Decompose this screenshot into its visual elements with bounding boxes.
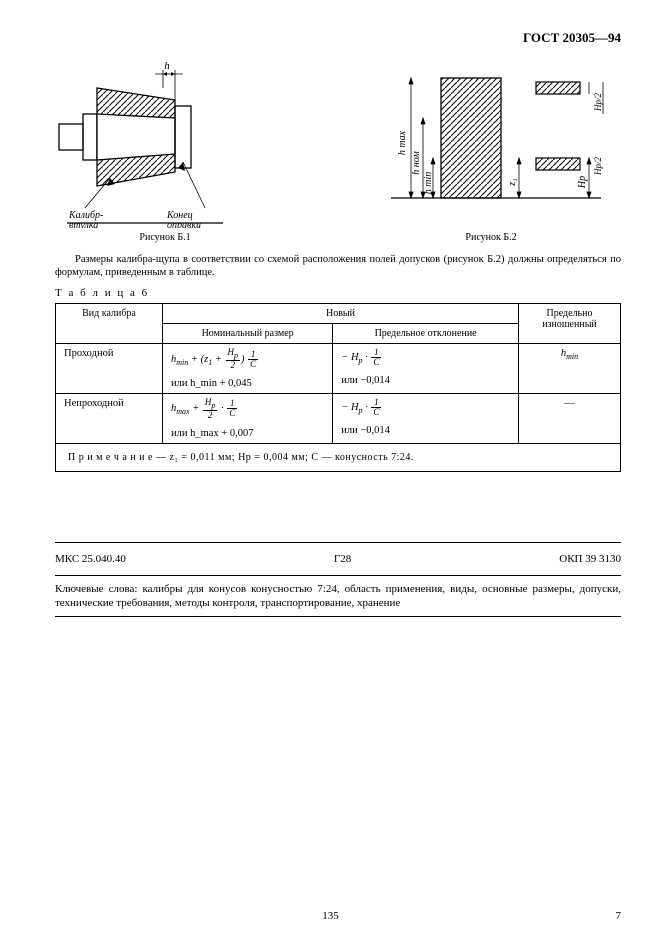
standard-header: ГОСТ 20305—94 (55, 30, 621, 46)
table-note-text: П р и м е ч а н и е — z₁ = 0,011 мм; Hр … (68, 452, 414, 463)
figure-b2: h max h ном h min z₁ Hр Hр/2 Hр/2 (361, 58, 621, 243)
table-note: П р и м е ч а н и е — z₁ = 0,011 мм; Hр … (56, 443, 621, 471)
fig1-label-konets: Конецоправки (166, 210, 201, 228)
tolerance-table: Вид калибра Новый Предельно изношенный Н… (55, 303, 621, 472)
th-deviation: Предельное отклонение (333, 324, 519, 344)
th-kind: Вид калибра (56, 304, 163, 344)
intro-paragraph: Размеры калибра-щупа в соответствии со с… (55, 253, 621, 279)
table-row: Проходной hmin + (z1 + Hр2) 1C или h_min… (56, 344, 621, 394)
table-title: Т а б л и ц а 6 (55, 287, 621, 299)
classification-codes: МКС 25.040.40 Г28 ОКП 39 3130 (55, 553, 621, 565)
cell-dev-alt: или −0,014 (341, 425, 510, 436)
fig2-label-hp2b: Hр/2 (593, 157, 603, 177)
fig2-label-hmin: h min (423, 172, 434, 195)
code-mks: МКС 25.040.40 (55, 553, 126, 565)
fig2-label-hmax: h max (397, 130, 408, 155)
th-nominal: Номинальный размер (163, 324, 333, 344)
figures-row: h Калибр-втулка Конецоправки Рисунок Б.1 (55, 58, 621, 243)
figure-b1-svg: h Калибр-втулка Конецоправки (55, 58, 255, 228)
separator-mid (55, 575, 621, 576)
cell-nominal: hmin + (z1 + Hр2) 1C или h_min + 0,045 (163, 344, 333, 394)
figure-b1: h Калибр-втулка Конецоправки Рисунок Б.1 (55, 58, 275, 243)
fig2-label-hnom: h ном (411, 151, 422, 175)
separator-top (55, 542, 621, 543)
figure-b2-svg: h max h ном h min z₁ Hр Hр/2 Hр/2 (361, 58, 611, 228)
fig1-label-kalibr: Калибр-втулка (68, 210, 103, 228)
code-g28: Г28 (334, 553, 351, 565)
footer-center-page: 135 (0, 910, 661, 922)
cell-dev: − Hр · 1C или −0,014 (333, 394, 519, 444)
cell-worn: hmin (519, 344, 621, 394)
intro-paragraph-text: Размеры калибра-щупа в соответствии со с… (55, 254, 621, 278)
table-note-row: П р и м е ч а н и е — z₁ = 0,011 мм; Hр … (56, 443, 621, 471)
footer-right-page: 7 (616, 910, 622, 922)
figure-b1-caption: Рисунок Б.1 (55, 232, 275, 243)
cell-dev: − Hр · 1C или −0,014 (333, 344, 519, 394)
fig2-label-hp2a: Hр/2 (593, 93, 603, 113)
fig2-label-hp: Hр (577, 176, 588, 189)
fig2-label-z1: z₁ (507, 178, 518, 186)
cell-nominal-alt: или h_min + 0,045 (171, 378, 324, 389)
keywords-paragraph: Ключевые слова: калибры для конусов кону… (55, 582, 621, 611)
cell-kind: Непроходной (56, 394, 163, 444)
cell-nominal: hmax + Hр2 · 1C или h_max + 0,007 (163, 394, 333, 444)
cell-worn: — (519, 394, 621, 444)
cell-dev-alt: или −0,014 (341, 375, 510, 386)
separator-bottom (55, 616, 621, 617)
table-row: Непроходной hmax + Hр2 · 1C или h_max + … (56, 394, 621, 444)
th-worn: Предельно изношенный (519, 304, 621, 344)
cell-nominal-alt: или h_max + 0,007 (171, 428, 324, 439)
figure-b2-caption: Рисунок Б.2 (361, 232, 621, 243)
fig1-label-h: h (164, 60, 170, 72)
cell-kind: Проходной (56, 344, 163, 394)
code-okp: ОКП 39 3130 (559, 553, 621, 565)
th-new: Новый (163, 304, 519, 324)
